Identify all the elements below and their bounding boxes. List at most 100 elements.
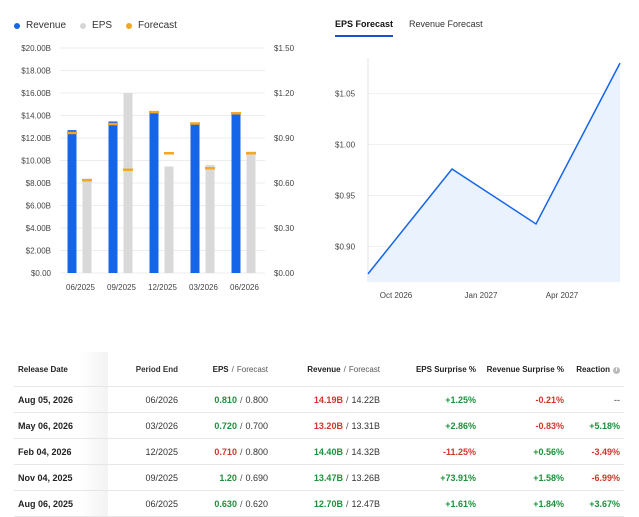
period-end-cell: 03/2026	[145, 420, 178, 431]
period-end-cell: 12/2025	[145, 446, 178, 457]
left-axis-tick-label: $16.00B	[21, 89, 51, 98]
left-axis-tick-label: $6.00B	[26, 202, 51, 211]
value-separator: /	[345, 498, 349, 509]
revenue-actual: 13.47B	[313, 472, 343, 483]
header-reaction[interactable]: Reaction i	[564, 365, 620, 374]
release-date-cell: May 06, 2026	[18, 420, 74, 431]
revenue-surprise-cell: -0.21%	[535, 394, 564, 405]
value-separator: /	[345, 420, 349, 431]
header-revenue-forecast: Forecast	[348, 364, 380, 374]
value-separator: /	[239, 420, 243, 431]
info-icon[interactable]: i	[613, 366, 620, 374]
right-axis-tick-label: $0.60	[274, 179, 295, 188]
left-axis-tick-label: $0.00	[31, 269, 52, 278]
eps-forecast: 0.690	[245, 472, 268, 483]
revenue-bar	[67, 130, 77, 273]
tab-revenue-forecast[interactable]: Revenue Forecast	[409, 19, 483, 29]
eps-surprise-cell: -11.25%	[442, 446, 476, 457]
table-row[interactable]: Aug 05, 2026 06/2026 0.810/0.800 14.19B/14.…	[14, 387, 624, 413]
left-axis-tick-label: $20.00B	[21, 44, 51, 53]
value-separator: /	[239, 498, 243, 509]
revenue-surprise-cell: +1.58%	[533, 472, 564, 483]
eps-forecast: 0.620	[245, 498, 268, 509]
reaction-cell: +5.18%	[589, 420, 620, 431]
legend-label: Revenue	[26, 20, 67, 31]
revenue-bar	[190, 124, 200, 273]
value-separator: /	[239, 446, 243, 457]
table-row[interactable]: May 06, 2026 03/2026 0.720/0.700 13.20B/13.…	[14, 413, 624, 439]
y-axis-tick-label: $0.90	[335, 242, 356, 251]
revenue-cell: 12.70B/12.47B	[268, 499, 380, 509]
reaction-cell: --	[614, 394, 620, 405]
header-revenue[interactable]: Revenue / Forecast	[268, 365, 380, 374]
eps-bar	[82, 178, 92, 273]
revenue-forecast: 14.22B	[351, 394, 380, 405]
header-period-end[interactable]: Period End	[135, 364, 178, 374]
revenue-actual: 12.70B	[313, 498, 343, 509]
forecast-dot-icon	[126, 22, 133, 29]
eps-actual: 0.810	[214, 394, 237, 405]
revenue-forecast: 13.26B	[351, 472, 380, 483]
left-axis-tick-label: $10.00B	[21, 157, 51, 166]
eps-forecast-marker	[123, 168, 133, 171]
x-axis-tick-label: Apr 2027	[546, 291, 579, 300]
value-separator: /	[345, 446, 349, 457]
revenue-cell: 13.20B/13.31B	[268, 421, 380, 431]
eps-forecast-marker	[246, 152, 256, 155]
legend-item-forecast[interactable]: Forecast	[126, 20, 177, 31]
revenue-bar	[231, 113, 241, 273]
x-axis-tick-label: 09/2025	[107, 283, 136, 292]
eps-cell: 0.810/0.800	[178, 395, 268, 405]
tab-eps-forecast[interactable]: EPS Forecast	[335, 19, 394, 37]
revenue-surprise-cell: -0.83%	[535, 420, 564, 431]
revenue-cell: 13.47B/13.26B	[268, 473, 380, 483]
eps-actual: 0.720	[214, 420, 237, 431]
header-eps[interactable]: EPS / Forecast	[178, 365, 268, 374]
reaction-cell: -3.49%	[591, 446, 620, 457]
release-date-cell: Aug 06, 2025	[18, 498, 74, 509]
eps-forecast: 0.800	[245, 446, 268, 457]
header-eps-forecast: Forecast	[236, 364, 268, 374]
header-revenue-surprise[interactable]: Revenue Surprise %	[486, 364, 564, 374]
left-axis-tick-label: $8.00B	[26, 179, 51, 188]
revenue-actual: 14.19B	[313, 394, 343, 405]
eps-cell: 0.710/0.800	[178, 447, 268, 457]
eps-cell: 1.20/0.690	[178, 473, 268, 483]
table-row[interactable]: Feb 04, 2026 12/2025 0.710/0.800 14.40B/14.…	[14, 439, 624, 465]
x-axis-tick-label: 06/2025	[66, 283, 95, 292]
revenue-surprise-cell: +1.84%	[533, 498, 564, 509]
eps-cell: 0.630/0.620	[178, 499, 268, 509]
header-eps-label: EPS	[212, 364, 229, 374]
revenue-forecast-marker	[108, 122, 118, 126]
eps-forecast: 0.700	[245, 420, 268, 431]
right-axis-tick-label: $1.20	[274, 89, 295, 98]
table-row[interactable]: Nov 04, 2025 09/2025 1.20/0.690 13.47B/13.2…	[14, 465, 624, 491]
right-axis-tick-label: $1.50	[274, 44, 295, 53]
forecast-tabs: EPS Forecast Revenue Forecast	[335, 19, 483, 37]
x-axis-tick-label: 03/2026	[189, 283, 218, 292]
y-axis-tick-label: $1.05	[335, 90, 356, 99]
revenue-actual: 14.40B	[313, 446, 343, 457]
x-axis-tick-label: Oct 2026	[380, 291, 413, 300]
eps-actual: 1.20	[219, 472, 237, 483]
eps-bar	[205, 165, 215, 273]
chart-legend: Revenue EPS Forecast	[14, 20, 177, 31]
table-row[interactable]: Aug 06, 2025 06/2025 0.630/0.620 12.70B/12.…	[14, 491, 624, 517]
right-axis-tick-label: $0.90	[274, 134, 295, 143]
eps-surprise-cell: +1.61%	[445, 498, 476, 509]
revenue-forecast-marker	[67, 131, 77, 135]
value-separator: /	[239, 394, 243, 405]
header-eps-surprise[interactable]: EPS Surprise %	[415, 364, 476, 374]
eps-bar	[123, 93, 133, 273]
legend-label: Forecast	[138, 20, 177, 31]
table-body: Aug 05, 2026 06/2026 0.810/0.800 14.19B/14.…	[14, 387, 624, 517]
eps-forecast-marker	[82, 179, 92, 182]
left-axis-tick-label: $2.00B	[26, 247, 51, 256]
header-release-date[interactable]: Release Date	[18, 364, 68, 374]
legend-item-revenue[interactable]: Revenue	[14, 20, 66, 31]
x-axis-tick-label: 12/2025	[148, 283, 177, 292]
header-separator: /	[231, 364, 234, 374]
legend-item-eps[interactable]: EPS	[80, 20, 112, 31]
eps-actual: 0.710	[214, 446, 237, 457]
revenue-bar	[149, 111, 159, 273]
